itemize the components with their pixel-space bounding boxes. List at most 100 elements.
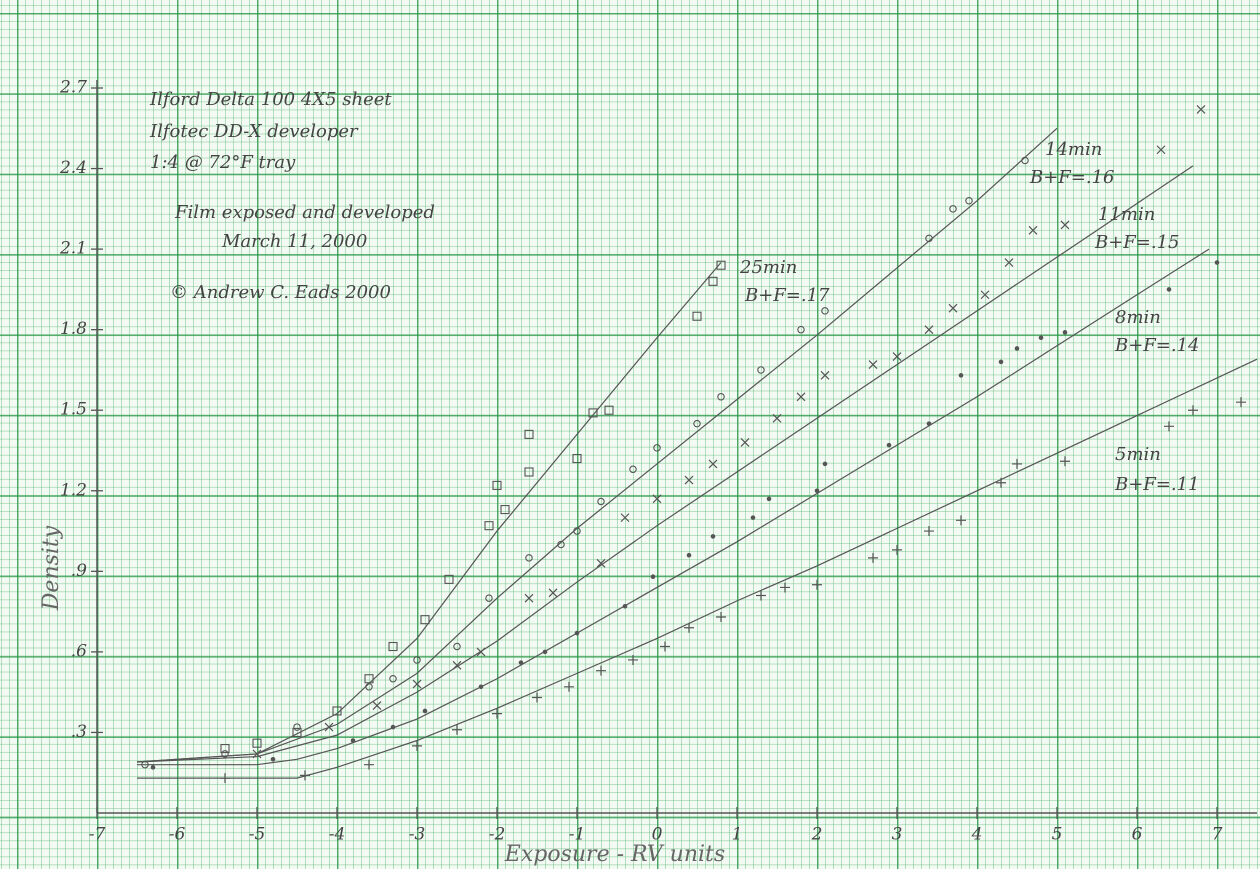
point: [445, 575, 453, 583]
point: [981, 291, 989, 299]
point: [758, 367, 764, 373]
point: [414, 657, 420, 663]
series-note: B+F=.17: [744, 285, 830, 306]
series-note: B+F=.16: [1029, 167, 1115, 188]
annotation: © Andrew C. Eads 2000: [170, 282, 391, 303]
point: [271, 757, 276, 762]
point: [741, 438, 749, 446]
point: [549, 589, 557, 597]
point: [421, 616, 429, 624]
series-note: B+F=.15: [1094, 232, 1180, 253]
point: [927, 421, 932, 426]
point: [598, 498, 604, 504]
series-label: 5min: [1115, 444, 1161, 465]
point: [651, 574, 656, 579]
point: [526, 555, 532, 561]
point: [653, 495, 661, 503]
point: [767, 497, 772, 502]
y-tick-label: 2.7: [59, 78, 87, 98]
point: [868, 553, 878, 563]
series-label: 11min: [1098, 204, 1155, 225]
point: [454, 643, 460, 649]
point: [501, 506, 509, 514]
point: [1039, 335, 1044, 340]
point: [412, 741, 422, 751]
point: [564, 682, 574, 692]
point: [364, 760, 374, 770]
x-tick-label: -2: [489, 825, 506, 845]
point: [709, 460, 717, 468]
point: [687, 553, 692, 558]
point: [1061, 221, 1069, 229]
point: [821, 371, 829, 379]
point: [1005, 259, 1013, 267]
y-tick-label: 1.2: [60, 480, 87, 500]
y-tick-label: .9: [71, 561, 87, 581]
point: [959, 373, 964, 378]
point: [366, 684, 372, 690]
point: [373, 702, 381, 710]
point: [519, 660, 524, 665]
point: [596, 666, 606, 676]
point: [1157, 146, 1165, 154]
curve: [137, 249, 1209, 765]
notes: Ilford Delta 100 4X5 sheet Ilfotec DD-X …: [149, 89, 435, 303]
point: [630, 466, 636, 472]
chart: Ilford Delta 100 4X5 sheet Ilfotec DD-X …: [0, 0, 1260, 869]
point: [390, 676, 396, 682]
point: [869, 361, 877, 369]
point: [605, 406, 613, 414]
point: [525, 468, 533, 476]
x-tick-label: 7: [1212, 825, 1223, 845]
series-note: B+F=.14: [1114, 335, 1200, 356]
annotation: 1:4 @ 72°F tray: [150, 152, 296, 173]
y-axis-title: Density: [39, 525, 64, 611]
point: [694, 420, 700, 426]
x-tick-label: 2: [811, 825, 823, 845]
point: [477, 648, 485, 656]
annotation: Ilfotec DD-X developer: [149, 121, 359, 142]
point: [485, 522, 493, 530]
point: [1164, 421, 1174, 431]
point: [716, 612, 726, 622]
point: [351, 738, 356, 743]
y-tick-label: .6: [71, 641, 87, 661]
point: [1188, 405, 1198, 415]
point: [1060, 456, 1070, 466]
y-tick-label: 2.1: [59, 239, 87, 259]
series-note: B+F=.11: [1114, 474, 1200, 495]
x-tick-label: -3: [409, 825, 426, 845]
x-tick-label: 1: [732, 825, 743, 845]
point: [660, 642, 670, 652]
point: [815, 488, 820, 493]
x-tick-label: 3: [892, 825, 903, 845]
point: [949, 304, 957, 312]
point: [718, 394, 724, 400]
x-tick-label: -7: [89, 825, 106, 845]
point: [391, 725, 396, 730]
point: [709, 277, 717, 285]
curve: [137, 128, 1057, 762]
point: [575, 631, 580, 636]
point: [621, 514, 629, 522]
curve: [137, 263, 721, 762]
x-tick-label: 5: [1052, 825, 1063, 845]
annotation: Film exposed and developed: [174, 202, 435, 223]
point: [685, 476, 693, 484]
x-axis-title: Exposure - RV units: [504, 842, 725, 867]
point: [221, 745, 229, 753]
point: [798, 326, 804, 332]
point: [822, 308, 828, 314]
point: [711, 534, 716, 539]
point: [1022, 157, 1028, 163]
point: [623, 604, 628, 609]
point: [999, 360, 1004, 365]
point: [773, 414, 781, 422]
point: [751, 515, 756, 520]
point: [423, 709, 428, 714]
point: [693, 312, 701, 320]
point: [893, 353, 901, 361]
x-tick-label: -4: [329, 825, 346, 845]
point: [950, 206, 956, 212]
point: [325, 723, 333, 731]
